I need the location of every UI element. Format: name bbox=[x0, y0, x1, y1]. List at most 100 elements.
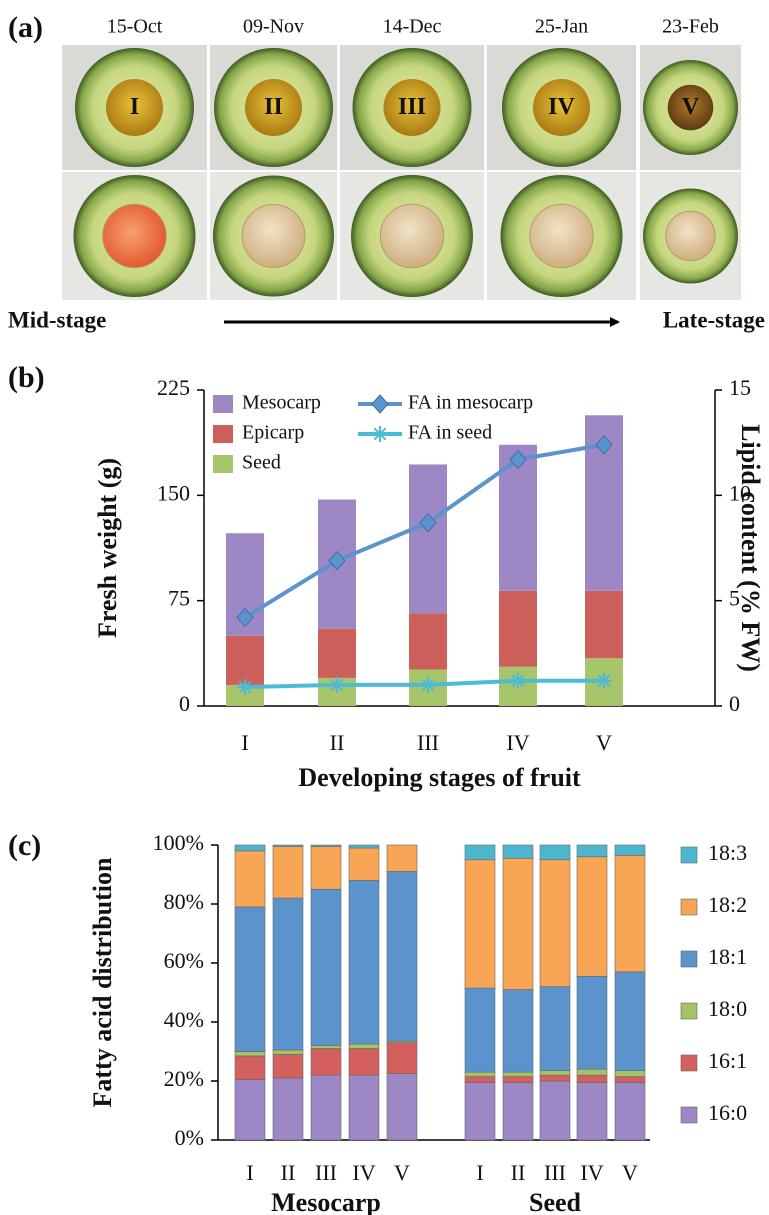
bar-segment bbox=[615, 845, 645, 855]
y-tick-label: 20% bbox=[164, 1066, 204, 1091]
bar-segment bbox=[226, 636, 264, 685]
legend-marker bbox=[372, 395, 388, 413]
x-tick-label: III bbox=[315, 1160, 337, 1185]
bar-segment bbox=[235, 1056, 265, 1080]
bar-segment bbox=[499, 591, 537, 667]
end-label: Late-stage bbox=[663, 307, 765, 332]
x-tick-label: IV bbox=[352, 1160, 375, 1185]
legend-label: FA in seed bbox=[408, 422, 492, 444]
panel-label: (a) bbox=[8, 11, 43, 44]
bar-segment bbox=[503, 990, 533, 1073]
x-tick-label: V bbox=[596, 730, 612, 755]
bar-segment bbox=[311, 846, 341, 889]
seed bbox=[380, 204, 443, 267]
bar-segment bbox=[615, 972, 645, 1071]
bar-segment bbox=[235, 1052, 265, 1056]
legend-swatch bbox=[681, 1003, 697, 1019]
legend-label: 18:1 bbox=[708, 944, 747, 969]
panel-label: (b) bbox=[8, 361, 45, 394]
date-label: 25-Jan bbox=[535, 16, 588, 38]
bar-segment bbox=[503, 845, 533, 858]
y-tick-label: 150 bbox=[157, 480, 190, 505]
legend-swatch bbox=[681, 1107, 697, 1123]
bar-segment bbox=[387, 872, 417, 1042]
bar-segment bbox=[540, 1071, 570, 1075]
bar-segment bbox=[577, 976, 607, 1069]
x-tick-label: II bbox=[511, 1160, 526, 1185]
bar-segment bbox=[349, 880, 379, 1044]
x-axis-title: Developing stages of fruit bbox=[298, 763, 581, 792]
legend-label: 18:3 bbox=[708, 840, 747, 865]
bar-segment bbox=[577, 1075, 607, 1082]
y2-tick-label: 0 bbox=[729, 691, 740, 716]
group-label: Mesocarp bbox=[271, 1188, 381, 1215]
x-tick-label: I bbox=[476, 1160, 483, 1185]
bar-segment bbox=[235, 845, 265, 851]
bar-segment bbox=[311, 1049, 341, 1076]
bar-segment bbox=[387, 1043, 417, 1074]
bar-segment bbox=[577, 845, 607, 857]
bar-segment bbox=[540, 1075, 570, 1081]
x-tick-label: V bbox=[622, 1160, 638, 1185]
start-label: Mid-stage bbox=[8, 307, 106, 332]
legend-swatch bbox=[681, 1055, 697, 1071]
legend-swatch bbox=[681, 951, 697, 967]
bar-segment bbox=[577, 1069, 607, 1075]
line-marker bbox=[596, 673, 612, 689]
legend-label: FA in mesocarp bbox=[408, 392, 533, 414]
bar-segment bbox=[577, 1082, 607, 1140]
x-tick-label: IV bbox=[580, 1160, 603, 1185]
bar-segment bbox=[235, 1080, 265, 1140]
x-tick-label: V bbox=[394, 1160, 410, 1185]
bar-segment bbox=[615, 1071, 645, 1077]
y-tick-label: 0 bbox=[179, 691, 190, 716]
bar-segment bbox=[349, 1075, 379, 1140]
bar-segment bbox=[349, 848, 379, 880]
seed bbox=[103, 204, 166, 267]
line-marker bbox=[329, 677, 345, 693]
y-tick-label: 80% bbox=[164, 889, 204, 914]
y-axis-title: Fatty acid distribution bbox=[88, 857, 117, 1107]
legend-marker bbox=[372, 426, 388, 442]
bar-segment bbox=[465, 988, 495, 1072]
bar-segment bbox=[465, 860, 495, 988]
bar-segment bbox=[465, 1077, 495, 1083]
panel-label: (c) bbox=[8, 829, 41, 862]
bar-segment bbox=[540, 860, 570, 987]
y-tick-label: 0% bbox=[175, 1125, 204, 1150]
bar-segment bbox=[273, 845, 303, 846]
bar-segment bbox=[409, 464, 447, 613]
x-tick-label: III bbox=[417, 730, 439, 755]
legend-swatch bbox=[213, 395, 233, 413]
bar-segment bbox=[349, 1044, 379, 1048]
legend-label: Mesocarp bbox=[242, 392, 321, 414]
bar-segment bbox=[273, 1054, 303, 1078]
legend-label: 16:1 bbox=[708, 1048, 747, 1073]
bar-segment bbox=[503, 1082, 533, 1140]
seed bbox=[530, 204, 593, 267]
y-tick-label: 225 bbox=[157, 375, 190, 400]
bar-segment bbox=[540, 1081, 570, 1140]
bar-segment bbox=[465, 1082, 495, 1140]
bar-segment bbox=[318, 629, 356, 678]
stage-label: I bbox=[130, 94, 139, 120]
date-label: 14-Dec bbox=[383, 16, 442, 38]
legend-label: 18:2 bbox=[708, 892, 747, 917]
group-label: Seed bbox=[529, 1188, 582, 1215]
y-tick-label: 40% bbox=[164, 1007, 204, 1032]
bar-segment bbox=[615, 1077, 645, 1083]
date-label: 23-Feb bbox=[662, 16, 719, 38]
bar-segment bbox=[540, 845, 570, 860]
x-tick-label: II bbox=[330, 730, 345, 755]
y-tick-label: 100% bbox=[153, 830, 204, 855]
bar-segment bbox=[311, 1046, 341, 1049]
bar-segment bbox=[311, 1075, 341, 1140]
bar-segment bbox=[349, 845, 379, 848]
bar-segment bbox=[387, 845, 417, 872]
y-axis-title: Fresh weight (g) bbox=[93, 458, 122, 638]
x-tick-label: I bbox=[241, 730, 248, 755]
bar-segment bbox=[273, 846, 303, 898]
figure: (a) (b) (c) Mid-stage Late-stage 15-OctI… bbox=[0, 0, 769, 1215]
y-tick-label: 60% bbox=[164, 948, 204, 973]
bar-segment bbox=[409, 613, 447, 669]
